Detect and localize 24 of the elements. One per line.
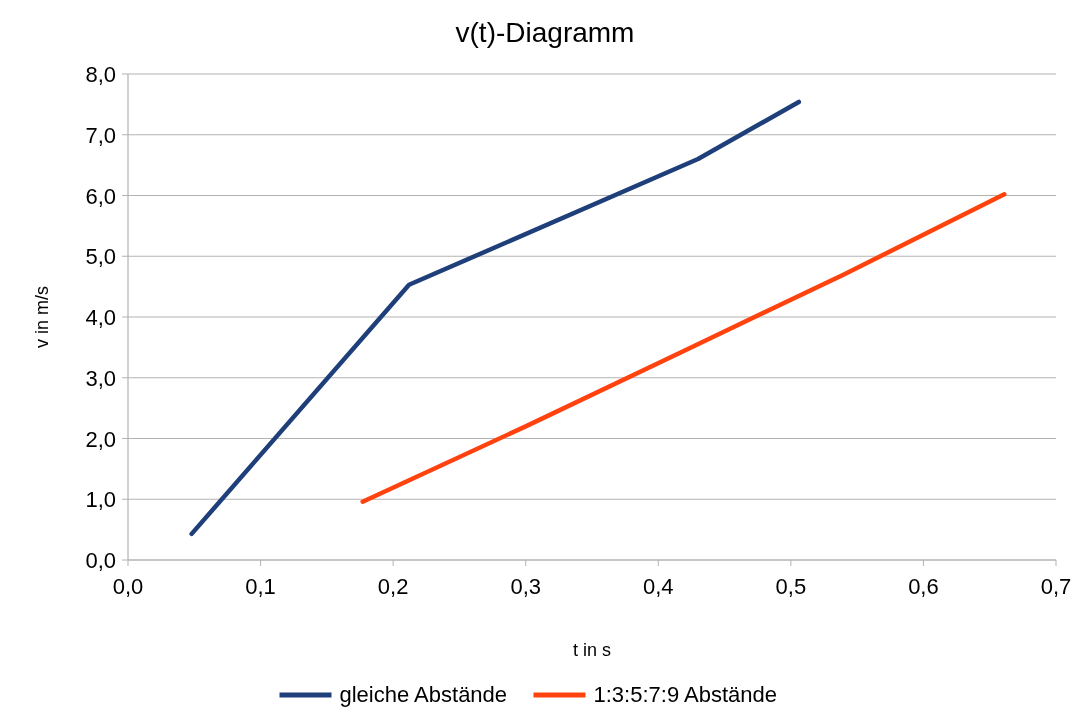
legend-label: 1:3:5:7:9 Abstände xyxy=(593,682,777,707)
y-tick-label: 5,0 xyxy=(85,244,116,270)
x-tick-label: 0,1 xyxy=(245,574,276,599)
y-tick-label: 2,0 xyxy=(85,426,116,452)
y-tick-label: 7,0 xyxy=(85,122,116,148)
x-tick-label: 0,5 xyxy=(775,574,807,599)
x-tick-label: 0,6 xyxy=(908,574,939,599)
x-tick-label: 0,0 xyxy=(112,574,144,599)
chart-title: v(t)-Diagramm xyxy=(455,17,635,48)
x-tick-label: 0,7 xyxy=(1040,574,1072,599)
legend-label: gleiche Abstände xyxy=(339,682,508,707)
x-tick-label: 0,3 xyxy=(510,574,542,599)
x-axis-title: t in s xyxy=(572,640,612,660)
x-tick-label: 0,4 xyxy=(642,574,674,599)
y-tick-label: 1,0 xyxy=(85,487,116,513)
y-tick-label: 6,0 xyxy=(85,183,116,209)
y-tick-label: 8,0 xyxy=(85,62,116,87)
line-series xyxy=(360,192,1007,504)
line-series xyxy=(189,99,802,537)
y-tick-label: 4,0 xyxy=(85,305,116,330)
y-tick-label: 3,0 xyxy=(85,365,116,391)
y-axis-title: v in m/s xyxy=(32,285,52,349)
y-tick-label: 0,0 xyxy=(85,548,116,573)
x-tick-label: 0,2 xyxy=(377,574,409,599)
